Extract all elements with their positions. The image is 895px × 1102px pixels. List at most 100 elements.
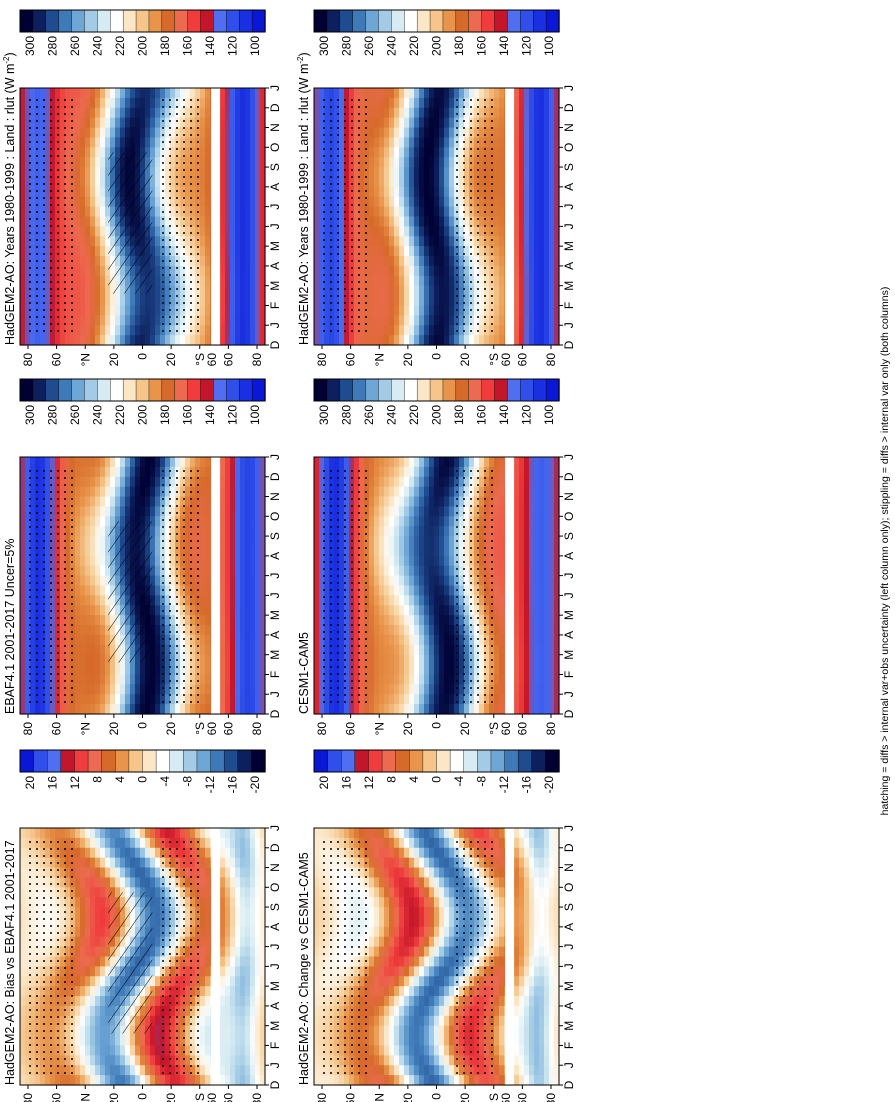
heatmap-cell <box>434 585 440 596</box>
heatmap-cell <box>240 216 246 227</box>
colorbar-tick-label: 280 <box>340 36 354 56</box>
heatmap-cell <box>369 117 375 129</box>
heatmap-cell <box>499 265 505 277</box>
heatmap-cell <box>474 335 480 346</box>
heatmap-cell <box>100 325 106 336</box>
heatmap-cell <box>549 335 555 346</box>
heatmap-cell <box>424 664 430 676</box>
heatmap-cell <box>140 107 146 119</box>
heatmap-cell <box>150 684 156 695</box>
heatmap-cell <box>514 137 520 148</box>
heatmap-cell <box>414 246 420 257</box>
heatmap-cell <box>140 457 146 468</box>
heatmap-cell <box>250 246 256 257</box>
heatmap-cell <box>409 634 415 646</box>
heatmap-cell <box>544 216 550 227</box>
heatmap-cell <box>404 664 410 676</box>
heatmap-cell <box>250 506 256 517</box>
lat-tick-label: °S <box>193 722 207 735</box>
heatmap-cell <box>105 256 111 267</box>
heatmap-cell <box>150 654 156 666</box>
heatmap-cell <box>110 107 116 119</box>
heatmap-cell <box>434 466 440 478</box>
colorbar-swatch <box>84 378 99 402</box>
heatmap-cell <box>255 496 261 508</box>
heatmap-cell <box>250 615 256 626</box>
heatmap-cell <box>75 97 81 109</box>
heatmap-cell <box>80 246 86 257</box>
heatmap-cell <box>379 275 385 287</box>
colorbar-tick-label: 220 <box>113 405 127 425</box>
heatmap-cell <box>75 595 81 606</box>
heatmap-cell <box>105 526 111 537</box>
heatmap-cell <box>75 565 81 577</box>
heatmap-cell <box>534 206 540 218</box>
heatmap-cell <box>140 305 146 316</box>
heatmap-cell <box>80 545 86 557</box>
heatmap-cell <box>205 147 211 158</box>
heatmap-cell <box>344 457 350 468</box>
heatmap-cell <box>145 466 151 478</box>
heatmap-cell <box>225 476 231 488</box>
heatmap-cell <box>379 457 385 468</box>
heatmap-cell <box>235 196 241 208</box>
heatmap-cell <box>155 147 161 158</box>
heatmap-cell <box>155 644 161 656</box>
heatmap-cell <box>464 335 470 346</box>
heatmap-cell <box>424 246 430 257</box>
heatmap-cell <box>369 157 375 168</box>
heatmap-cell <box>424 536 430 547</box>
heatmap-cell <box>449 107 455 119</box>
heatmap-cell <box>250 516 256 527</box>
heatmap-cell <box>90 186 96 198</box>
heatmap-cell <box>369 694 375 705</box>
heatmap-cell <box>230 526 236 537</box>
heatmap-cell <box>225 275 231 287</box>
heatmap-cell <box>379 466 385 478</box>
heatmap-cell <box>549 127 555 139</box>
heatmap-cell <box>379 216 385 227</box>
colorbar-swatch <box>110 378 124 402</box>
heatmap-cell <box>90 476 96 488</box>
heatmap-cell <box>255 216 261 227</box>
heatmap-cell <box>529 176 535 188</box>
heatmap-cell <box>439 674 445 685</box>
heatmap-cell <box>155 295 161 307</box>
heatmap-cell <box>95 526 101 537</box>
heatmap-cell <box>235 516 241 527</box>
heatmap-cell <box>45 88 51 99</box>
heatmap-cell <box>95 97 101 109</box>
heatmap-cell <box>255 335 261 346</box>
heatmap-cell <box>205 506 211 517</box>
heatmap-cell <box>245 615 251 626</box>
heatmap-cell <box>220 526 226 537</box>
heatmap-cell <box>554 305 560 316</box>
heatmap-cell <box>200 516 206 527</box>
lat-tick-label: 60 <box>344 353 358 367</box>
heatmap-cell <box>75 486 81 498</box>
heatmap-cell <box>529 127 535 139</box>
heatmap-cell <box>95 315 101 326</box>
heatmap-cell <box>95 506 101 517</box>
heatmap-cell <box>25 457 31 468</box>
heatmap-cell <box>235 275 241 287</box>
colorbar-frame <box>19 9 266 33</box>
heatmap-cell <box>449 595 455 606</box>
heatmap-cell <box>155 486 161 498</box>
heatmap-cell <box>399 585 405 596</box>
colorbar-swatch <box>122 9 137 33</box>
heatmap-cell <box>150 256 156 267</box>
heatmap-cell <box>120 674 126 685</box>
heatmap-cell <box>524 226 530 237</box>
heatmap-cell <box>404 186 410 198</box>
heatmap-cell <box>524 256 530 267</box>
heatmap-cell <box>85 575 91 587</box>
heatmap-cell <box>429 496 435 508</box>
heatmap-cell <box>369 486 375 498</box>
heatmap-cell <box>469 88 475 99</box>
heatmap-cell <box>100 117 106 129</box>
heatmap-cell <box>449 644 455 656</box>
heatmap-cell <box>374 476 380 488</box>
heatmap-cell <box>449 186 455 198</box>
heatmap-cell <box>379 476 385 488</box>
